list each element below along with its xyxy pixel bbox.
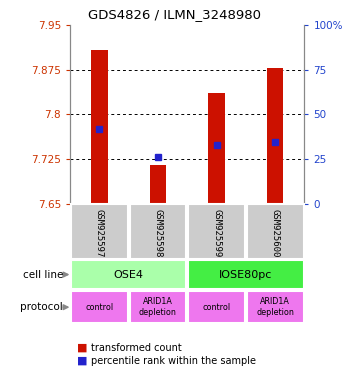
Text: transformed count: transformed count — [91, 343, 182, 353]
Text: OSE4: OSE4 — [114, 270, 144, 280]
Bar — [188, 260, 303, 289]
Text: ARID1A
depletion: ARID1A depletion — [256, 298, 294, 317]
Text: cell line: cell line — [23, 270, 63, 280]
Text: GDS4826 / ILMN_3248980: GDS4826 / ILMN_3248980 — [89, 8, 261, 21]
Bar — [247, 204, 303, 259]
Text: GSM925600: GSM925600 — [271, 209, 280, 257]
Bar — [247, 291, 303, 323]
Bar — [91, 50, 107, 204]
Bar — [188, 291, 245, 323]
Text: control: control — [203, 303, 231, 312]
Bar — [130, 291, 186, 323]
Text: GSM925599: GSM925599 — [212, 209, 221, 257]
Bar — [130, 204, 186, 259]
Text: GSM925597: GSM925597 — [95, 209, 104, 257]
Text: percentile rank within the sample: percentile rank within the sample — [91, 356, 256, 366]
Text: GSM925598: GSM925598 — [153, 209, 162, 257]
Text: ARID1A
depletion: ARID1A depletion — [139, 298, 177, 317]
Bar — [150, 165, 166, 204]
Bar — [188, 204, 245, 259]
Text: control: control — [85, 303, 113, 312]
Bar — [208, 93, 225, 204]
Bar — [267, 68, 284, 204]
Text: IOSE80pc: IOSE80pc — [219, 270, 273, 280]
Bar — [71, 204, 128, 259]
Bar — [71, 260, 186, 289]
Bar — [71, 291, 128, 323]
Text: protocol: protocol — [20, 302, 63, 312]
Text: ■: ■ — [77, 343, 88, 353]
Text: ■: ■ — [77, 356, 88, 366]
